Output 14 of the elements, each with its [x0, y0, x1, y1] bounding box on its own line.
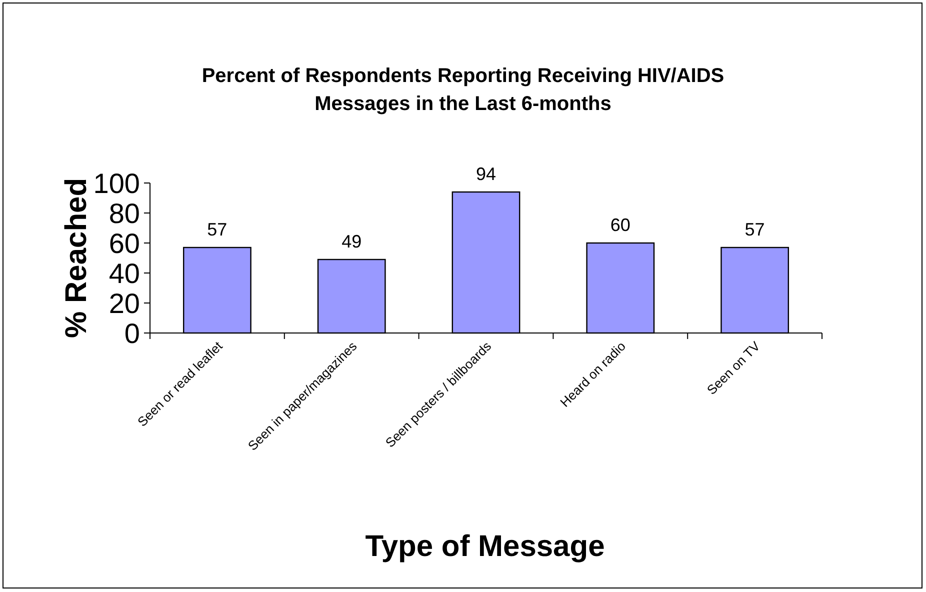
y-tick-label: 40 [108, 258, 140, 289]
y-tick-label: 60 [108, 228, 140, 259]
data-label: 60 [610, 215, 630, 235]
y-tick-label: 80 [108, 198, 140, 229]
y-axis-title: % Reached [60, 178, 93, 338]
y-tick-label: 20 [108, 288, 140, 319]
chart-title: Percent of Respondents Reporting Receiving HIV/AIDS Messages in the Last 6-months [202, 65, 724, 115]
y-tick-label: 0 [124, 318, 140, 349]
x-axis-title: Type of Message [365, 530, 605, 563]
data-label: 94 [476, 164, 496, 184]
data-label: 57 [744, 220, 765, 240]
data-label: 49 [342, 232, 362, 252]
y-tick-label: 100 [93, 168, 140, 199]
data-label: 57 [207, 220, 228, 240]
